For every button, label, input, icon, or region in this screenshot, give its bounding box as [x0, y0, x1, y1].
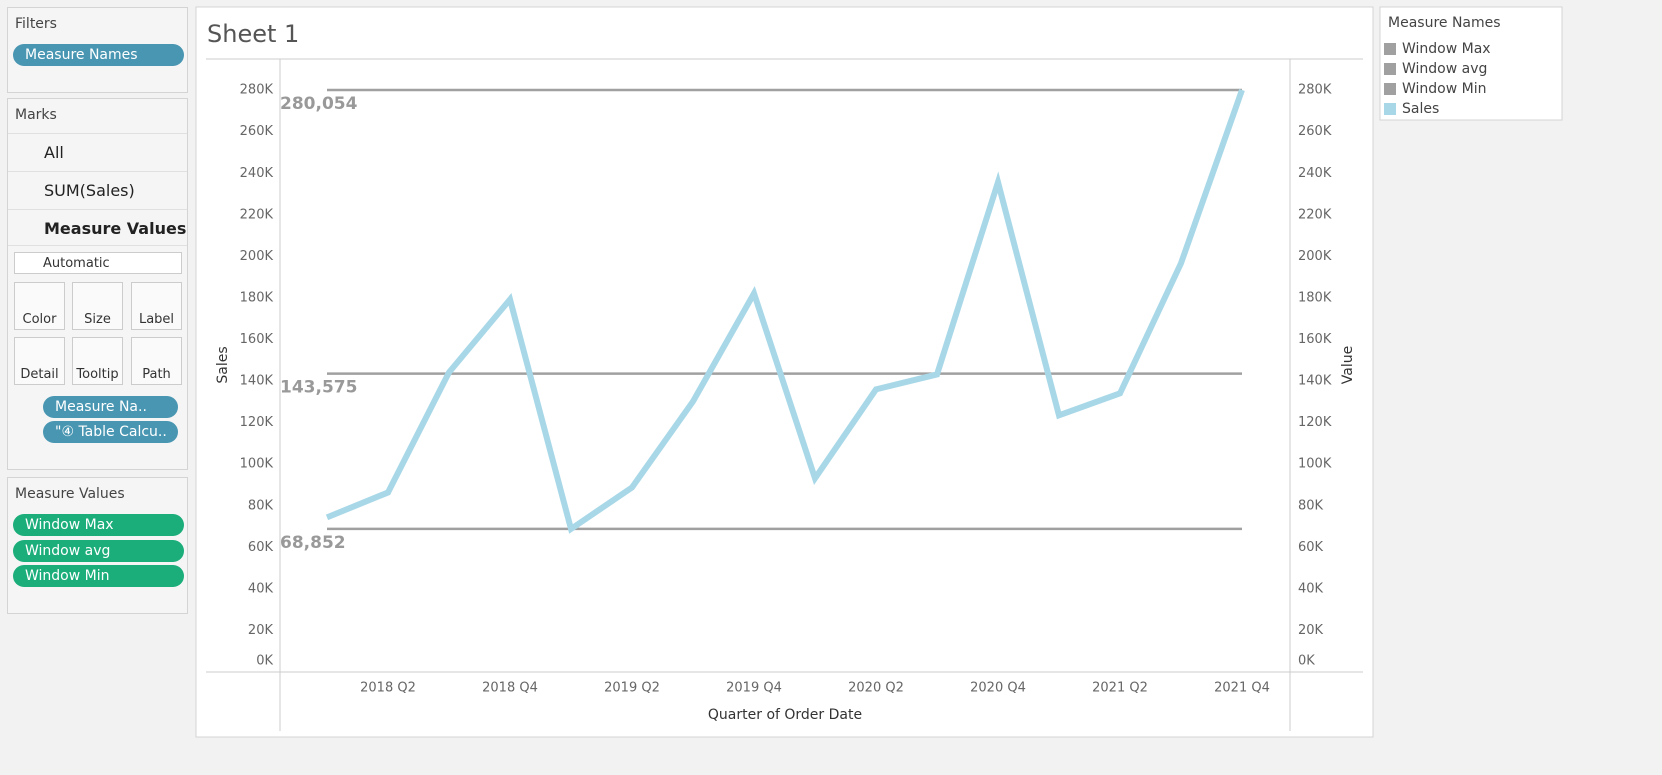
panel-title: Filters — [15, 16, 57, 32]
marks-button[interactable]: Color — [14, 282, 65, 330]
marks-layer[interactable]: Measure Values — [8, 209, 187, 246]
y2-tick-label: 160K — [1298, 332, 1332, 347]
marks-pill[interactable]: Measure Na.. — [43, 396, 178, 418]
y-axis-title: Sales — [215, 346, 231, 383]
marks-button[interactable]: Size — [72, 282, 123, 330]
pill-label: Measure Names — [25, 47, 138, 63]
measure-pill[interactable]: Window Max — [13, 514, 184, 536]
legend-label: Sales — [1402, 101, 1439, 117]
x-tick-label: 2019 Q2 — [604, 681, 660, 696]
y-tick-label: 260K — [240, 124, 274, 139]
marks-button[interactable]: Tooltip — [72, 337, 123, 385]
legend-swatch — [1384, 103, 1396, 115]
y-tick-label: 20K — [248, 623, 274, 638]
panel-title: Marks — [15, 107, 57, 123]
x-tick-label: 2021 Q4 — [1214, 681, 1270, 696]
measure-values-panel: Measure Values Window Max Window avg Win… — [7, 477, 188, 614]
pill-label: Window Max — [25, 517, 114, 533]
mark-type-dropdown[interactable]: Automatic — [14, 252, 182, 274]
y2-tick-label: 40K — [1298, 581, 1324, 596]
y2-tick-label: 100K — [1298, 457, 1332, 472]
y-tick-label: 240K — [240, 166, 274, 181]
y-tick-label: 80K — [248, 498, 274, 513]
y-tick-label: 200K — [240, 249, 274, 264]
reference-label: 143,575 — [280, 378, 357, 398]
legend-title: Measure Names — [1388, 15, 1501, 31]
y2-axis-title: Value — [1340, 346, 1356, 384]
legend-swatch — [1384, 63, 1396, 75]
y-tick-label: 180K — [240, 290, 274, 305]
y-tick-label: 140K — [240, 374, 274, 389]
reference-label: 68,852 — [280, 533, 346, 553]
dropdown-label: Automatic — [43, 256, 110, 271]
y2-tick-label: 20K — [1298, 623, 1324, 638]
y2-tick-label: 280K — [1298, 83, 1332, 98]
y-tick-label: 100K — [240, 457, 274, 472]
button-label: Tooltip — [76, 367, 119, 382]
y-tick-label: 120K — [240, 415, 274, 430]
marks-panel: Marks All SUM(Sales) Measure Values Auto… — [7, 98, 188, 470]
marks-layer[interactable]: All — [8, 133, 187, 170]
button-label: Label — [138, 312, 175, 327]
marks-button[interactable]: Label — [131, 282, 182, 330]
y-tick-label: 60K — [248, 540, 274, 555]
y2-tick-label: 120K — [1298, 415, 1332, 430]
y2-tick-label: 140K — [1298, 374, 1332, 389]
x-tick-label: 2021 Q2 — [1092, 681, 1148, 696]
marks-pill[interactable]: "④ Table Calcu.. — [43, 421, 178, 443]
x-tick-label: 2019 Q4 — [726, 681, 782, 696]
button-label: Path — [142, 367, 171, 382]
pill-label: "④ Table Calcu.. — [55, 424, 167, 440]
y2-tick-label: 80K — [1298, 498, 1324, 513]
panel-title: Measure Values — [15, 486, 125, 502]
sales-line — [325, 89, 1245, 534]
marks-button[interactable]: Path — [131, 337, 182, 385]
filters-panel: Filters Measure Names — [7, 7, 188, 93]
legend-box — [1379, 6, 1563, 121]
chart-title: Sheet 1 — [207, 20, 299, 48]
y2-tick-label: 180K — [1298, 290, 1332, 305]
layer-label: SUM(Sales) — [44, 181, 135, 200]
pill-label: Measure Na.. — [55, 399, 147, 415]
y2-tick-label: 220K — [1298, 207, 1332, 222]
legend-swatch — [1384, 83, 1396, 95]
legend-label: Window avg — [1402, 61, 1487, 77]
y2-tick-label: 240K — [1298, 166, 1332, 181]
legend-label: Window Max — [1402, 41, 1491, 57]
reference-label: 280,054 — [280, 94, 358, 114]
pill-label: Window avg — [25, 543, 111, 559]
button-label: Color — [22, 312, 57, 327]
y-tick-label: 0K — [256, 654, 273, 669]
y-tick-label: 160K — [240, 332, 274, 347]
x-tick-label: 2020 Q4 — [970, 681, 1026, 696]
layer-label: All — [44, 143, 64, 162]
sheet-area — [195, 6, 1374, 738]
button-label: Detail — [20, 367, 59, 382]
x-tick-label: 2020 Q2 — [848, 681, 904, 696]
y2-tick-label: 0K — [1298, 654, 1315, 669]
x-axis-title: Quarter of Order Date — [708, 707, 862, 723]
y2-tick-label: 260K — [1298, 124, 1332, 139]
filter-pill[interactable]: Measure Names — [13, 44, 184, 66]
x-tick-label: 2018 Q2 — [360, 681, 416, 696]
legend-swatch — [1384, 43, 1396, 55]
y-tick-label: 40K — [248, 581, 274, 596]
y-tick-label: 220K — [240, 207, 274, 222]
button-label: Size — [84, 312, 111, 327]
y2-tick-label: 60K — [1298, 540, 1324, 555]
marks-button[interactable]: Detail — [14, 337, 65, 385]
pill-label: Window Min — [25, 568, 110, 584]
legend-label: Window Min — [1402, 81, 1487, 97]
measure-pill[interactable]: Window Min — [13, 565, 184, 587]
y-tick-label: 280K — [240, 83, 274, 98]
marks-layer[interactable]: SUM(Sales) — [8, 171, 187, 208]
measure-pill[interactable]: Window avg — [13, 540, 184, 562]
y2-tick-label: 200K — [1298, 249, 1332, 264]
layer-label: Measure Values — [44, 219, 187, 238]
x-tick-label: 2018 Q4 — [482, 681, 538, 696]
